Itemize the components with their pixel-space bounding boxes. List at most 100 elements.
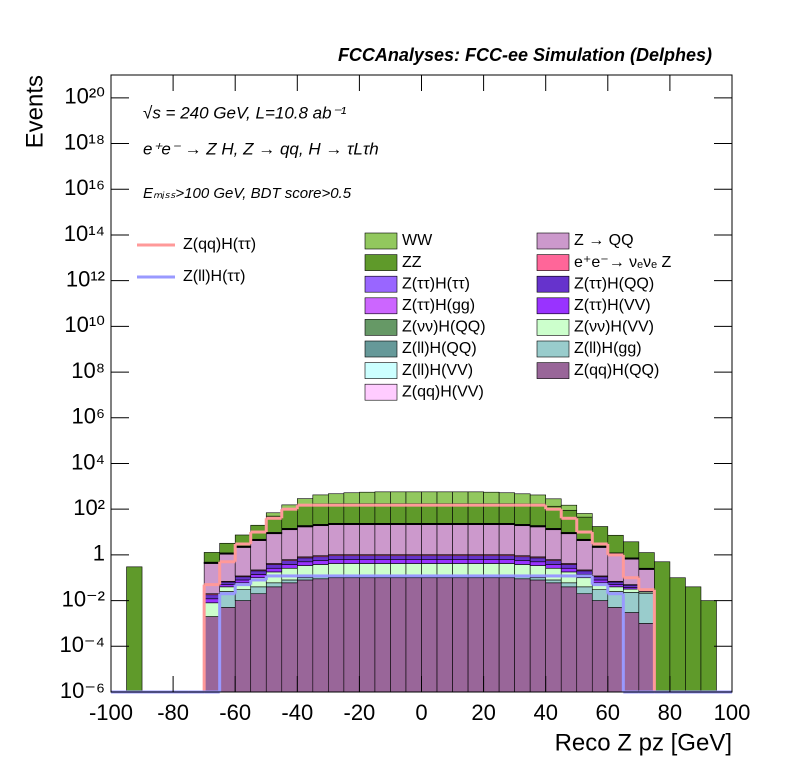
- histogram-bar: [265, 567, 283, 573]
- histogram-bar: [607, 584, 624, 588]
- histogram-bar: [281, 529, 298, 560]
- histogram-bar: [374, 563, 391, 577]
- x-tick-label: 0: [415, 700, 427, 725]
- histogram-bar: [296, 561, 314, 566]
- histogram-bar: [250, 586, 267, 595]
- x-tick-label: -100: [89, 700, 133, 725]
- histogram-bar: [576, 513, 593, 518]
- histogram-bar: [514, 503, 531, 525]
- histogram-bar: [219, 586, 236, 592]
- histogram-bar: [234, 589, 252, 601]
- legend-swatch: [536, 275, 570, 293]
- histogram-bar: [390, 559, 407, 564]
- histogram-bar: [234, 600, 252, 693]
- histogram-bar: [560, 564, 578, 569]
- histogram-bar: [514, 556, 531, 561]
- histogram-bar: [623, 558, 640, 585]
- legend-label: Z(ll)H(ττ): [183, 268, 245, 285]
- histogram-bar: [390, 555, 407, 560]
- legend-swatch: [536, 319, 570, 336]
- histogram-bar: [405, 563, 422, 577]
- histogram-bar: [343, 492, 360, 504]
- histogram-bar: [529, 561, 546, 566]
- legend-label: Z(ll)H(gg): [574, 340, 642, 357]
- histogram-bar: [545, 529, 562, 560]
- histogram-bar: [281, 567, 298, 581]
- histogram-bar: [436, 555, 453, 560]
- legend-label: Z(ττ)H(ττ): [402, 275, 470, 292]
- histogram-bar: [203, 594, 220, 600]
- histogram-bar: [265, 564, 283, 569]
- x-tick-label: 80: [658, 700, 682, 725]
- legend-label: ZZ: [402, 254, 422, 271]
- histogram-bar: [576, 577, 593, 588]
- histogram-bar: [529, 503, 546, 526]
- histogram-bar: [452, 555, 469, 560]
- histogram-bar: [529, 494, 546, 505]
- legend-swatch: [364, 297, 398, 315]
- histogram-bar: [498, 559, 515, 564]
- y-tick-label: 1: [93, 541, 105, 566]
- histogram-bar: [669, 577, 686, 693]
- histogram-bar: [483, 491, 500, 504]
- histogram-bar: [281, 560, 298, 565]
- histogram-bar: [374, 524, 391, 555]
- histogram-bar: [514, 560, 531, 565]
- legend-swatch: [536, 297, 570, 315]
- histogram-bar: [591, 576, 609, 581]
- histogram-bar: [250, 570, 267, 575]
- histogram-bar: [250, 540, 267, 571]
- histogram-bar: [203, 552, 220, 563]
- legend-label: Z(νν)H(QQ): [402, 319, 486, 336]
- y-tick-label: 10¹⁴: [64, 221, 105, 246]
- histogram-bar: [638, 592, 655, 624]
- histogram-bar: [281, 509, 298, 529]
- histogram-bar: [265, 533, 283, 564]
- y-tick-label: 10⁸: [71, 358, 105, 383]
- histogram-bar: [234, 576, 252, 581]
- histogram-bar: [623, 592, 640, 613]
- y-tick-label: 10¹²: [66, 266, 105, 291]
- histogram-bar: [467, 577, 484, 693]
- histogram-bar: [359, 577, 376, 693]
- histogram-bar: [483, 577, 500, 693]
- histogram-bar: [560, 504, 578, 511]
- histogram-bar: [312, 525, 329, 557]
- histogram-bar: [421, 577, 438, 693]
- histogram-bar: [591, 547, 609, 577]
- histogram-bar: [452, 491, 469, 504]
- histogram-bar: [296, 505, 314, 526]
- histogram-bar: [452, 563, 469, 577]
- legend-label: Z(ll)H(VV): [402, 362, 473, 379]
- y-tick-label: 10¹⁶: [64, 175, 105, 200]
- histogram-bar: [421, 524, 438, 555]
- histogram-bar: [421, 563, 438, 577]
- histogram-bar: [576, 586, 593, 595]
- histogram-bar: [390, 577, 407, 693]
- histogram-bar: [638, 552, 655, 569]
- histogram-bar: [498, 577, 515, 693]
- histogram-bar: [405, 559, 422, 564]
- histogram-bar: [219, 584, 236, 588]
- histogram-bar: [374, 491, 391, 504]
- annotation: e⁺e⁻ → Z H, Z → qq, H → τLτh: [143, 139, 379, 158]
- histogram-bar: [219, 581, 236, 585]
- histogram-bar: [405, 491, 422, 504]
- histogram-bar: [576, 570, 593, 575]
- histogram-bar: [529, 557, 546, 563]
- histogram-bar: [591, 589, 609, 601]
- x-tick-label: -40: [281, 700, 313, 725]
- histogram-bar: [514, 525, 531, 557]
- y-tick-label: 10²⁰: [64, 84, 105, 109]
- histogram-bar: [126, 566, 143, 693]
- legend-swatch: [364, 340, 398, 358]
- legend-label: Z(qq)H(VV): [402, 383, 484, 400]
- histogram-bar: [250, 574, 267, 579]
- legend-label: Z(νν)H(VV): [574, 319, 654, 336]
- histogram-bar: [281, 582, 298, 693]
- histogram-bar: [281, 564, 298, 569]
- y-tick-label: 10²: [73, 495, 105, 520]
- histogram-bar: [607, 581, 624, 585]
- legend-label: Z(qq)H(ττ): [183, 236, 256, 253]
- histogram-bar: [545, 498, 562, 507]
